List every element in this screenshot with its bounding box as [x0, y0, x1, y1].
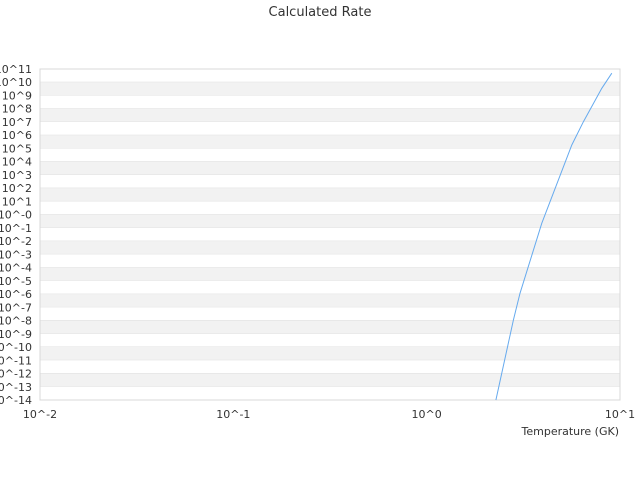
grid-band [40, 254, 620, 268]
grid-band [40, 386, 620, 400]
grid-band [40, 135, 620, 149]
grid-band [40, 333, 620, 348]
y-tick-label: 10^9 [2, 89, 32, 102]
y-tick-label: 10^-6 [0, 288, 32, 301]
x-tick-label: 10^1 [605, 408, 635, 421]
y-tick-label: 10^10 [0, 76, 32, 89]
y-tick-label: 10^8 [2, 103, 32, 116]
grid-bands [40, 69, 620, 401]
grid-band [40, 69, 620, 83]
series-line [495, 72, 613, 401]
grid-band [40, 241, 620, 255]
grid-band [40, 95, 620, 109]
grid-band [40, 267, 620, 281]
grid-band [40, 227, 620, 242]
y-tick-label: 10^-7 [0, 301, 32, 314]
x-tick-label: 10^-1 [216, 408, 250, 421]
grid-band [40, 360, 620, 374]
grid-band [40, 161, 620, 175]
y-tick-label: 10^-10 [0, 341, 32, 354]
y-tick-label: 10^-12 [0, 368, 32, 381]
y-tick-label: 10^1 [2, 195, 32, 208]
y-axis-ticks: 10^1110^1010^910^810^710^610^510^410^310… [0, 63, 32, 407]
y-tick-label: 10^-2 [0, 235, 32, 248]
x-axis-label: Temperature (GK) [521, 425, 620, 438]
y-tick-label: 10^5 [2, 142, 32, 155]
y-tick-label: 10^11 [0, 63, 32, 76]
y-tick-label: 10^-13 [0, 381, 32, 394]
grid-band [40, 280, 620, 295]
grid-band [40, 307, 620, 321]
grid-band [40, 188, 620, 202]
y-tick-label: 10^-8 [0, 315, 32, 328]
y-tick-label: 10^4 [2, 156, 32, 169]
y-tick-label: 10^-4 [0, 262, 32, 275]
y-tick-label: 10^-0 [0, 209, 32, 222]
grid-band [40, 347, 620, 361]
grid-band [40, 214, 620, 228]
y-tick-label: 10^-14 [0, 394, 32, 407]
x-axis-ticks: 10^-2 10^-1 10^0 10^1 [23, 408, 635, 421]
grid-band [40, 174, 620, 189]
x-tick-label: 10^0 [412, 408, 442, 421]
y-tick-label: 10^3 [2, 169, 32, 182]
grid-band [40, 373, 620, 387]
grid-band [40, 294, 620, 308]
grid-band [40, 82, 620, 96]
y-tick-label: 10^-11 [0, 354, 32, 367]
plot-frame [39, 68, 621, 401]
y-tick-label: 10^2 [2, 182, 32, 195]
y-tick-label: 10^6 [2, 129, 32, 142]
grid-band [40, 148, 620, 162]
y-tick-label: 10^7 [2, 116, 32, 129]
y-tick-label: 10^-1 [0, 222, 32, 235]
grid-band [40, 121, 620, 136]
grid-band [40, 320, 620, 334]
x-tick-label: 10^-2 [23, 408, 57, 421]
y-tick-label: 10^-5 [0, 275, 32, 288]
chart-title: Calculated Rate [269, 5, 372, 20]
grid-band [40, 201, 620, 215]
grid-band [40, 108, 620, 122]
y-tick-label: 10^-9 [0, 328, 32, 341]
y-tick-label: 10^-3 [0, 248, 32, 261]
